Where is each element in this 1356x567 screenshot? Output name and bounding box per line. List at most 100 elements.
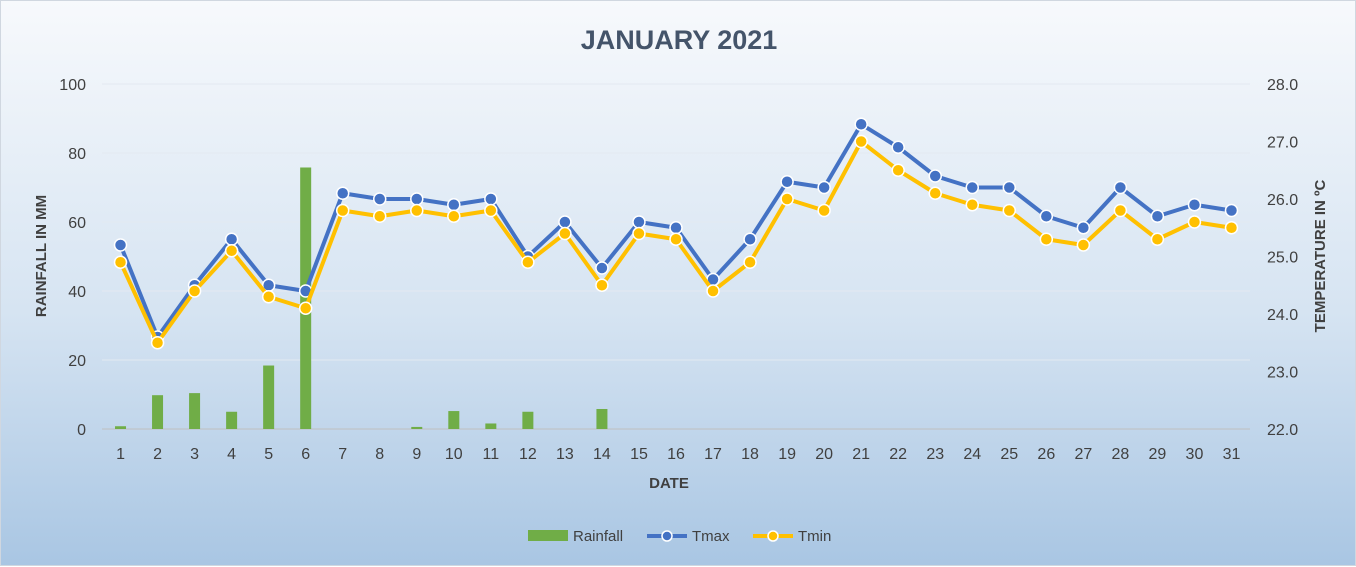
tmax-point xyxy=(928,169,942,183)
x-tick-label: 14 xyxy=(593,446,611,463)
tmin-point xyxy=(113,255,128,269)
x-tick-label: 22 xyxy=(889,446,907,463)
tmin-point xyxy=(484,203,498,218)
tmax-point xyxy=(1113,180,1128,195)
rainfall-bar xyxy=(263,365,275,429)
x-tick-label: 10 xyxy=(445,446,463,463)
legend-label: Rainfall xyxy=(573,528,623,545)
tmax-point xyxy=(743,232,757,246)
tmin-point xyxy=(224,244,239,258)
legend-swatch-marker xyxy=(661,530,673,542)
tmax-point xyxy=(447,198,461,212)
tmin-point xyxy=(669,232,683,246)
left-axis-ticks: 0 20 40 60 80 100 xyxy=(59,77,86,439)
tmax-point xyxy=(632,215,646,229)
legend-label: Tmax xyxy=(692,528,730,545)
x-tick-label: 5 xyxy=(264,446,273,463)
rainfall-bar xyxy=(596,408,608,429)
tmax-point xyxy=(224,232,239,246)
x-tick-label: 11 xyxy=(483,446,500,463)
left-tick-label: 80 xyxy=(68,146,86,163)
tmax-point xyxy=(410,192,424,206)
x-tick-label: 4 xyxy=(227,446,236,463)
tmin-point xyxy=(187,284,202,298)
x-tick-label: 28 xyxy=(1111,446,1129,463)
legend-swatch-bar xyxy=(528,530,568,541)
tmin-point xyxy=(965,198,980,212)
tmin-point xyxy=(891,163,905,177)
tmin-point xyxy=(595,278,609,292)
x-tick-label: 31 xyxy=(1223,446,1241,463)
rainfall-bar xyxy=(115,426,127,429)
tmin-point xyxy=(632,226,646,241)
tmax-point xyxy=(113,238,128,252)
tmax-point xyxy=(1002,180,1017,195)
x-tick-label: 8 xyxy=(375,446,384,463)
right-tick-label: 25.0 xyxy=(1267,250,1298,267)
tmin-point xyxy=(743,255,757,269)
tmax-point xyxy=(372,192,387,206)
tmax-point xyxy=(780,175,794,189)
right-tick-label: 24.0 xyxy=(1267,307,1298,324)
right-axis-title: TEMPERATURE IN ºC xyxy=(1312,179,1329,332)
tmax-point xyxy=(854,117,868,131)
legend-item: Rainfall xyxy=(528,528,623,545)
tmax-point xyxy=(965,180,980,195)
tmin-point xyxy=(150,336,165,350)
rainfall-bars xyxy=(115,167,608,430)
tmax-point xyxy=(1076,221,1091,235)
legend-label: Tmin xyxy=(798,528,831,545)
tmin-point xyxy=(1076,238,1091,252)
rainfall-bar xyxy=(226,411,238,429)
x-tick-label: 23 xyxy=(926,446,944,463)
tmax-point xyxy=(558,215,572,229)
tmin-point xyxy=(558,226,572,241)
x-tick-label: 21 xyxy=(852,446,870,463)
tmin-point xyxy=(372,209,387,223)
x-tick-label: 30 xyxy=(1186,446,1204,463)
tmax-point xyxy=(891,140,905,154)
x-tick-label: 3 xyxy=(190,446,199,463)
x-tick-label: 16 xyxy=(667,446,685,463)
right-tick-label: 26.0 xyxy=(1267,192,1298,209)
x-tick-label: 2 xyxy=(153,446,162,463)
x-axis-title: DATE xyxy=(649,475,689,492)
rainfall-bar xyxy=(152,395,164,429)
tmax-point xyxy=(595,261,609,275)
left-tick-label: 20 xyxy=(68,353,86,370)
left-tick-label: 40 xyxy=(68,284,86,301)
right-tick-label: 27.0 xyxy=(1267,135,1298,152)
x-tick-label: 7 xyxy=(338,446,347,463)
tmax-point xyxy=(1187,198,1202,212)
x-tick-label: 20 xyxy=(815,446,833,463)
rainfall-bar xyxy=(300,167,312,430)
legend-swatch-marker xyxy=(767,530,779,542)
tmin-point xyxy=(817,203,831,218)
legend-item: Tmax xyxy=(647,528,730,545)
x-tick-label: 26 xyxy=(1037,446,1055,463)
tmin-point xyxy=(410,203,424,218)
tmin-point xyxy=(447,209,461,223)
rainfall-bar xyxy=(411,426,423,429)
right-axis-ticks: 22.0 23.0 24.0 25.0 26.0 27.0 28.0 xyxy=(1267,77,1298,439)
rainfall-bar xyxy=(522,411,534,429)
left-tick-label: 0 xyxy=(77,422,86,439)
legend: Rainfall Tmax Tmin xyxy=(528,528,831,545)
tmax-point xyxy=(335,186,350,200)
tmax-point xyxy=(1224,203,1239,218)
tmin-point xyxy=(1113,203,1128,218)
tmin-point xyxy=(854,134,868,149)
gridlines xyxy=(102,83,1250,430)
rainfall-bar xyxy=(189,393,201,429)
x-tick-label: 12 xyxy=(519,446,537,463)
tmax-point xyxy=(817,180,831,195)
x-tick-label: 17 xyxy=(704,446,722,463)
chart-title: JANUARY 2021 xyxy=(581,25,778,55)
x-tick-label: 6 xyxy=(301,446,310,463)
right-tick-label: 22.0 xyxy=(1267,422,1298,439)
x-tick-label: 13 xyxy=(556,446,574,463)
x-tick-label: 24 xyxy=(963,446,981,463)
tmin-point xyxy=(780,192,794,206)
